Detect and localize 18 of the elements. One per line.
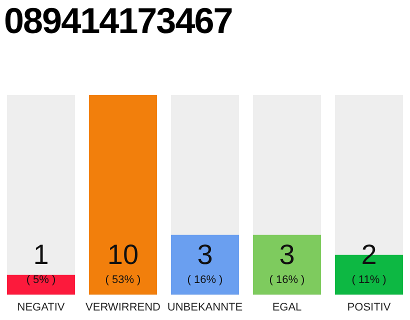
data-label: 1 xyxy=(33,238,49,270)
x-tick-label: NEGATIV xyxy=(17,301,66,314)
annotation: ( 16% ) xyxy=(187,274,223,286)
chart-title: 089414173467 xyxy=(4,0,232,42)
annotation: ( 16% ) xyxy=(269,274,305,286)
x-tick-label: EGAL xyxy=(272,301,302,314)
data-label: 3 xyxy=(279,238,295,270)
x-tick-label: UNBEKANNTE xyxy=(167,301,243,314)
data-label: 10 xyxy=(107,238,139,270)
x-tick-label: POSITIV xyxy=(347,301,392,314)
annotation: ( 11% ) xyxy=(352,274,386,286)
annotation: ( 53% ) xyxy=(105,274,141,286)
x-tick-label: VERWIRREND xyxy=(86,301,161,314)
data-label: 3 xyxy=(197,238,213,270)
annotation: ( 5% ) xyxy=(26,274,56,286)
bar xyxy=(7,274,75,295)
bar xyxy=(171,234,239,295)
bar xyxy=(253,234,321,295)
